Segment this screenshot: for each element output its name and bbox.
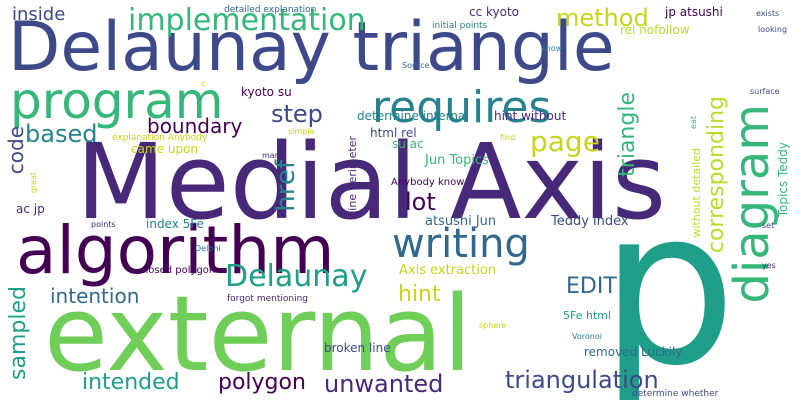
word-sphere: sphere	[479, 321, 507, 330]
word-delaunay-triangle: Delaunay triangle	[8, 8, 615, 87]
word-initial-points: initial points	[432, 21, 488, 31]
word-hint-without: hint without	[494, 109, 567, 123]
word-delphi: Delphi	[195, 244, 221, 253]
word-points: points	[91, 220, 116, 229]
word-lot: lot	[405, 188, 436, 216]
word-eat: eat	[689, 116, 698, 129]
word-intention: intention	[50, 284, 140, 308]
word-delaunay: Delaunay	[225, 259, 368, 294]
word-triangle-vertical: triangle	[615, 92, 640, 177]
word-c: c	[201, 79, 206, 88]
word-code: code	[4, 126, 28, 175]
word-great: great	[29, 172, 38, 194]
word-teddy-index: Teddy index	[551, 214, 629, 229]
word-kyoto-su: kyoto su	[241, 85, 292, 99]
word-href: href	[271, 160, 301, 212]
word-detailed-explanation: detailed explanation	[224, 5, 317, 15]
word-ac-jp: ac jp	[16, 202, 45, 216]
word-rel-nofollow: rel nofollow	[620, 23, 690, 37]
word-source: Source	[402, 61, 430, 70]
word-su-ac: su ac	[392, 137, 424, 151]
word-determine-whether: determine whether	[632, 389, 719, 399]
word-method: method	[556, 4, 649, 32]
word-forgot-mentioning: forgot mentioning	[227, 294, 308, 304]
word-cc-kyoto: cc kyoto	[469, 5, 520, 19]
word-implementation: implementation	[128, 3, 366, 38]
word-corresponding: corresponding	[704, 96, 729, 254]
word-diagram: diagram	[724, 104, 780, 304]
word-yes: yes	[762, 261, 776, 270]
word-p: p	[600, 162, 737, 400]
word-know: know	[541, 44, 563, 53]
word-jp-atsushi: jp atsushi	[665, 5, 723, 19]
word-surface: surface	[750, 87, 780, 96]
word-line-perimeter: line perimeter	[346, 136, 359, 214]
word-atsushi-jun: atsushi Jun	[425, 214, 497, 229]
word-explanation-anybody: explanation Anybody	[112, 133, 208, 143]
word-medial-axis: Medial Axis	[76, 121, 667, 243]
word-intended: intended	[82, 370, 180, 395]
word-external: external	[44, 273, 472, 395]
word-set: set	[762, 221, 775, 230]
word-page: page	[530, 125, 600, 158]
word-unwanted: unwanted	[324, 370, 444, 398]
word-writing: writing	[392, 221, 530, 267]
word-simple: simple	[288, 127, 315, 136]
word-html-rel: html rel	[370, 126, 417, 140]
word-inside: inside	[12, 4, 66, 25]
word-without-detailed: without detailed	[690, 148, 703, 238]
word-based: based	[25, 120, 98, 148]
word-exists: exists	[756, 9, 780, 18]
word-requires: requires	[372, 82, 552, 133]
word-removed-luckily: removed Luckily	[584, 345, 683, 359]
word-5fe-html: 5Fe html	[563, 309, 612, 322]
word-determine-internal: determine internal	[357, 109, 469, 123]
word-anybody-know: Anybody know	[391, 177, 465, 188]
word-find: find	[500, 133, 516, 142]
word-came-upon: came upon	[131, 142, 199, 156]
word-sampled: sampled	[6, 286, 31, 380]
word-axis-extraction: Axis extraction	[399, 263, 497, 278]
word-algorithm: algorithm	[16, 212, 335, 289]
word-triangulation: triangulation	[505, 366, 659, 394]
word-jun-topics: Jun Topics	[425, 153, 489, 168]
word-topics-teddy: Topics Teddy	[776, 142, 790, 218]
word-edit: EDIT	[566, 274, 617, 299]
word-boundary: boundary	[147, 114, 243, 138]
word-voronoi: Voronoi	[572, 332, 602, 341]
word-closed-polygon: closed polygon	[140, 265, 216, 276]
word-polygon: polygon	[218, 370, 306, 395]
word-index-5fe: index 5Fe	[146, 217, 204, 231]
word-broken-line: broken line	[324, 341, 391, 355]
word-man: man	[262, 151, 280, 160]
word-hint: hint	[398, 282, 441, 307]
word-step: step	[271, 100, 323, 128]
word-program: program	[10, 72, 224, 130]
word-looking: looking	[758, 25, 788, 34]
